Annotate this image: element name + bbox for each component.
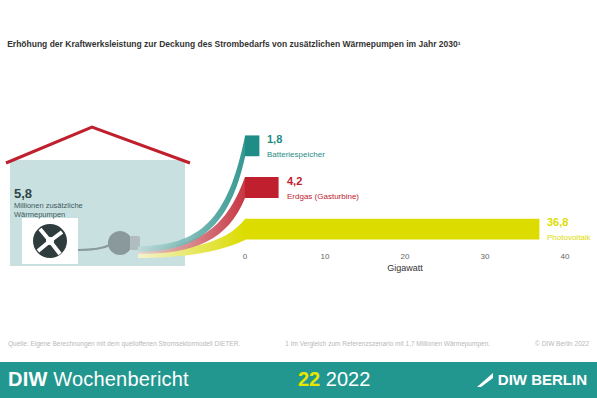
html-text:Millionen zusätzliche Wärmepum: Millionen zusätzliche Wärmepumpen	[14, 201, 83, 219]
html-text:Quelle: Eigene Berechnungen mi: Quelle: Eigene Berechnungen mit dem quel…	[8, 340, 241, 347]
html-text:DIW Wochenbericht: DIW Wochenbericht	[8, 368, 189, 390]
svg-text:40: 40	[561, 252, 570, 261]
svg-text:0: 0	[243, 252, 248, 261]
svg-text:1,8Batteriespeicher: 1,8Batteriespeicher	[267, 133, 325, 159]
svg-text:4,2Erdgas (Gasturbine): 4,2Erdgas (Gasturbine)	[287, 175, 359, 201]
svg-text:36,8Photovoltaik: 36,8Photovoltaik	[547, 216, 592, 242]
svg-text:Gigawatt: Gigawatt	[387, 263, 423, 273]
html-text:22 2022: 22 2022	[298, 368, 371, 390]
html-text:© DIW Berlin 2022: © DIW Berlin 2022	[535, 340, 589, 347]
svg-text:Erhöhung der Kraftwerksleistun: Erhöhung der Kraftwerksleistung zur Deck…	[7, 39, 461, 49]
html-text:DIW BERLIN: DIW BERLIN	[497, 371, 587, 388]
svg-text:20: 20	[401, 252, 410, 261]
html-text:5,8: 5,8	[14, 186, 33, 201]
svg-text:10: 10	[321, 252, 330, 261]
svg-text:30: 30	[481, 252, 490, 261]
html-text:1 Im Vergleich zum Referenzsze: 1 Im Vergleich zum Referenzszenario mit …	[285, 340, 491, 347]
